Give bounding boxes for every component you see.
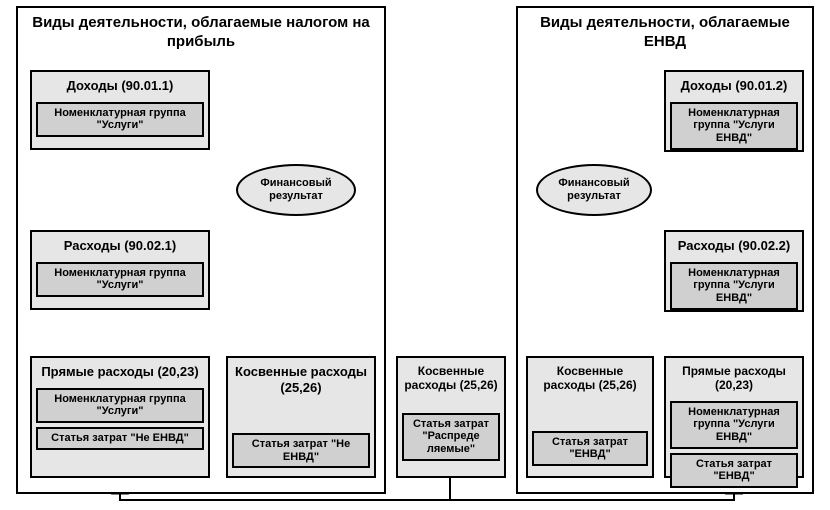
node-income-right: Доходы (90.01.2) Номенклатурная группа "…	[664, 70, 804, 152]
node-indirect-right: Косвенные расходы (25,26) Статья затрат …	[526, 356, 654, 478]
node-expense-left-title: Расходы (90.02.1)	[32, 232, 208, 258]
node-indirect-shared: Косвенные расходы (25,26) Статья затрат …	[396, 356, 506, 478]
node-direct-right-title: Прямые расходы (20,23)	[666, 358, 802, 397]
tag-direct-right-0: Номенклатурная группа "Услуги ЕНВД"	[670, 401, 798, 449]
node-indirect-left-title: Косвенные расходы (25,26)	[228, 358, 374, 399]
node-indirect-shared-title: Косвенные расходы (25,26)	[398, 358, 504, 397]
ellipse-finresult-right: Финансовый результат	[536, 164, 652, 216]
node-income-left-title: Доходы (90.01.1)	[32, 72, 208, 98]
tag-direct-right-1: Статья затрат "ЕНВД"	[670, 453, 798, 488]
node-expense-right-title: Расходы (90.02.2)	[666, 232, 802, 258]
panel-envd-title: Виды деятельности, облагаемые ЕНВД	[518, 8, 812, 54]
ellipse-finresult-left-label: Финансовый результат	[244, 177, 348, 202]
node-expense-left: Расходы (90.02.1) Номенклатурная группа …	[30, 230, 210, 310]
node-direct-left: Прямые расходы (20,23) Номенклатурная гр…	[30, 356, 210, 478]
node-indirect-right-title: Косвенные расходы (25,26)	[528, 358, 652, 397]
node-expense-right: Расходы (90.02.2) Номенклатурная группа …	[664, 230, 804, 312]
tag-expense-left-0: Номенклатурная группа "Услуги"	[36, 262, 204, 297]
ellipse-finresult-left: Финансовый результат	[236, 164, 356, 216]
tag-expense-right-0: Номенклатурная группа "Услуги ЕНВД"	[670, 262, 798, 310]
tag-indirect-right-0: Статья затрат "ЕНВД"	[532, 431, 648, 466]
tag-indirect-shared-0: Статья затрат "Распреде ляемые"	[402, 413, 500, 461]
node-income-right-title: Доходы (90.01.2)	[666, 72, 802, 98]
tag-direct-left-0: Номенклатурная группа "Услуги"	[36, 388, 204, 423]
tag-indirect-left-0: Статья затрат "Не ЕНВД"	[232, 433, 370, 468]
tag-income-right-0: Номенклатурная группа "Услуги ЕНВД"	[670, 102, 798, 150]
tag-income-left-0: Номенклатурная группа "Услуги"	[36, 102, 204, 137]
ellipse-finresult-right-label: Финансовый результат	[544, 177, 644, 202]
panel-profit-tax-title: Виды деятельности, облагаемые налогом на…	[18, 8, 384, 54]
node-indirect-left: Косвенные расходы (25,26) Статья затрат …	[226, 356, 376, 478]
node-direct-right: Прямые расходы (20,23) Номенклатурная гр…	[664, 356, 804, 478]
node-direct-left-title: Прямые расходы (20,23)	[32, 358, 208, 384]
node-income-left: Доходы (90.01.1) Номенклатурная группа "…	[30, 70, 210, 150]
tag-direct-left-1: Статья затрат "Не ЕНВД"	[36, 427, 204, 450]
